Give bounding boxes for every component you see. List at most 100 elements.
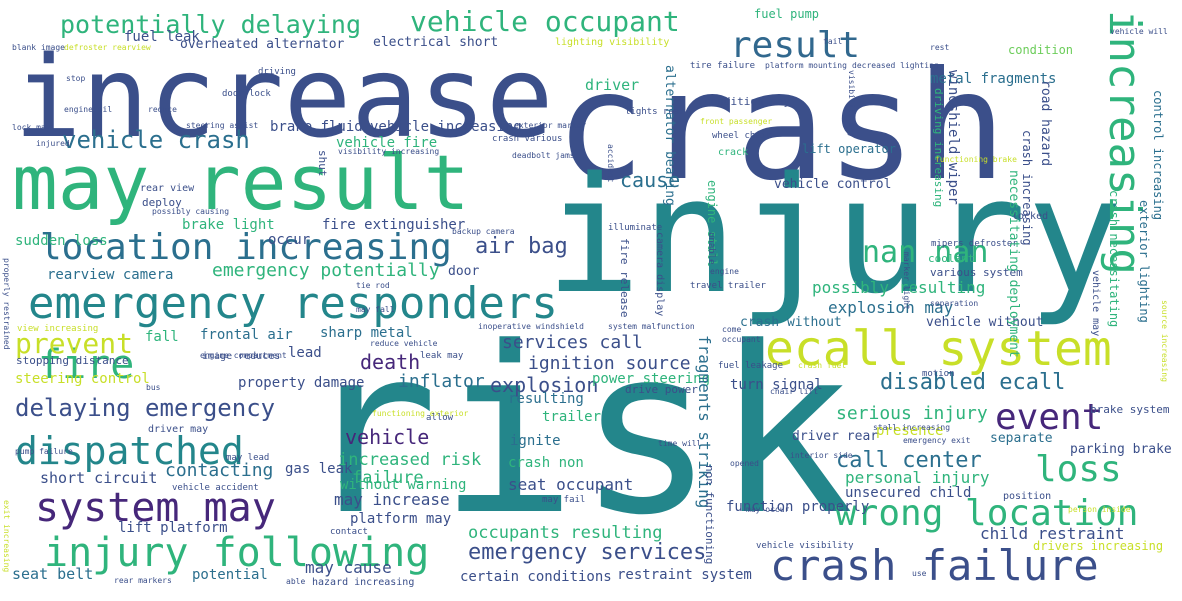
word: result — [730, 25, 861, 66]
word: vehicle accident — [172, 483, 259, 493]
word: drivers increasing — [1033, 539, 1164, 553]
word: fire release — [618, 238, 631, 318]
word: crash without — [740, 315, 842, 330]
word: wrong location — [835, 493, 1139, 534]
word: seat occupant — [508, 475, 634, 494]
word: position — [1003, 491, 1052, 502]
word: potentially delaying — [60, 10, 362, 39]
word: fall — [145, 329, 179, 345]
word: platform may — [350, 511, 452, 527]
word: may fall — [356, 305, 395, 314]
word: without warning — [340, 477, 467, 493]
word: delaying emergency — [15, 394, 276, 422]
word: unsecured child — [845, 485, 972, 501]
word: brake light — [182, 217, 275, 233]
word: emergency responders — [28, 278, 558, 329]
word: crash non — [508, 455, 584, 471]
word: separation — [930, 299, 979, 308]
word: person inside — [1068, 505, 1131, 514]
word: air bag — [475, 234, 568, 259]
word: non functioning — [703, 465, 716, 565]
word: crash fuel — [798, 361, 847, 370]
word: vehicle will — [1110, 27, 1168, 36]
word: various system — [930, 266, 1023, 279]
word: vehicle without — [926, 315, 1044, 330]
word: chair lift — [770, 387, 819, 396]
word: bus — [146, 383, 161, 392]
word: travel trailer — [690, 281, 766, 291]
word: crash necessitating — [1107, 190, 1121, 328]
word: ignite — [510, 433, 561, 449]
word: may occur — [746, 505, 790, 514]
word: crash increasing — [1020, 130, 1034, 246]
word: explosion — [490, 373, 599, 397]
word: call center — [836, 448, 982, 473]
word: risk — [300, 299, 854, 566]
word: leak may — [420, 351, 464, 361]
word: may cause — [305, 558, 392, 577]
word: pump failure — [15, 447, 73, 456]
word: exit increasing — [2, 500, 11, 573]
word: fuel leakage — [718, 361, 784, 371]
word: injury — [545, 142, 1123, 329]
word: gas leak — [285, 461, 353, 477]
word: marker light — [902, 252, 911, 310]
word: brake fluid — [270, 119, 363, 135]
word: engine compartment — [200, 351, 287, 360]
word: failure — [352, 468, 424, 488]
word: potential — [192, 567, 268, 583]
word: decreased lighting — [852, 61, 939, 70]
word: certain conditions — [460, 569, 612, 585]
word: brake system — [1090, 403, 1170, 416]
word: driver may — [148, 424, 209, 435]
word: engine — [710, 267, 739, 276]
word: rear view — [140, 183, 195, 194]
word: illuminate — [608, 223, 663, 233]
word: wheel chair — [712, 131, 772, 141]
word: engine oil — [64, 105, 113, 114]
word: blank image — [12, 43, 65, 52]
word: allow — [426, 413, 454, 423]
word: restraint system — [617, 567, 752, 583]
word: sudden loss — [15, 233, 108, 249]
word: road hazard — [1038, 80, 1053, 167]
word: deploy — [142, 196, 182, 209]
word: emergency exit — [903, 436, 971, 445]
word: use — [912, 569, 927, 578]
word: control increasing — [1151, 90, 1165, 221]
word: stall increasing — [873, 423, 951, 432]
word: coolant — [928, 252, 975, 265]
word: crash various — [492, 134, 563, 144]
word: may increase — [334, 490, 450, 509]
word: camera display — [654, 232, 665, 317]
word: condition — [1008, 43, 1074, 57]
word: fuel leak — [124, 29, 200, 45]
word: visibility increasing — [338, 147, 440, 156]
word: increased risk — [338, 450, 482, 470]
word: tire failure — [690, 61, 756, 71]
word: vehicle control — [774, 177, 892, 192]
word: system malfunction — [608, 322, 695, 331]
word: emergency potentially — [212, 260, 440, 281]
word: steering assist — [186, 121, 259, 130]
word: inoperative windshield — [478, 322, 584, 331]
word: increase — [14, 33, 554, 163]
word: explosion may — [828, 298, 954, 317]
word: door lock — [222, 89, 271, 99]
word: inflator — [398, 371, 485, 392]
word: properly restrained — [2, 258, 11, 350]
word: vehicle may — [1090, 270, 1101, 337]
word: short circuit — [40, 469, 158, 487]
word: deadbolt jams — [512, 151, 575, 160]
word: child restraint — [980, 524, 1125, 543]
word: functioning exterior — [372, 409, 469, 418]
word: serious injury — [836, 403, 988, 424]
word: emergency services — [468, 540, 707, 565]
word: separate — [990, 431, 1053, 446]
word: metal fragments — [930, 71, 1057, 87]
word: motion — [922, 369, 955, 379]
word: may result — [12, 138, 470, 227]
word: lead — [288, 345, 322, 361]
word: dispatched — [15, 429, 244, 473]
word: source increasing — [1160, 300, 1169, 382]
